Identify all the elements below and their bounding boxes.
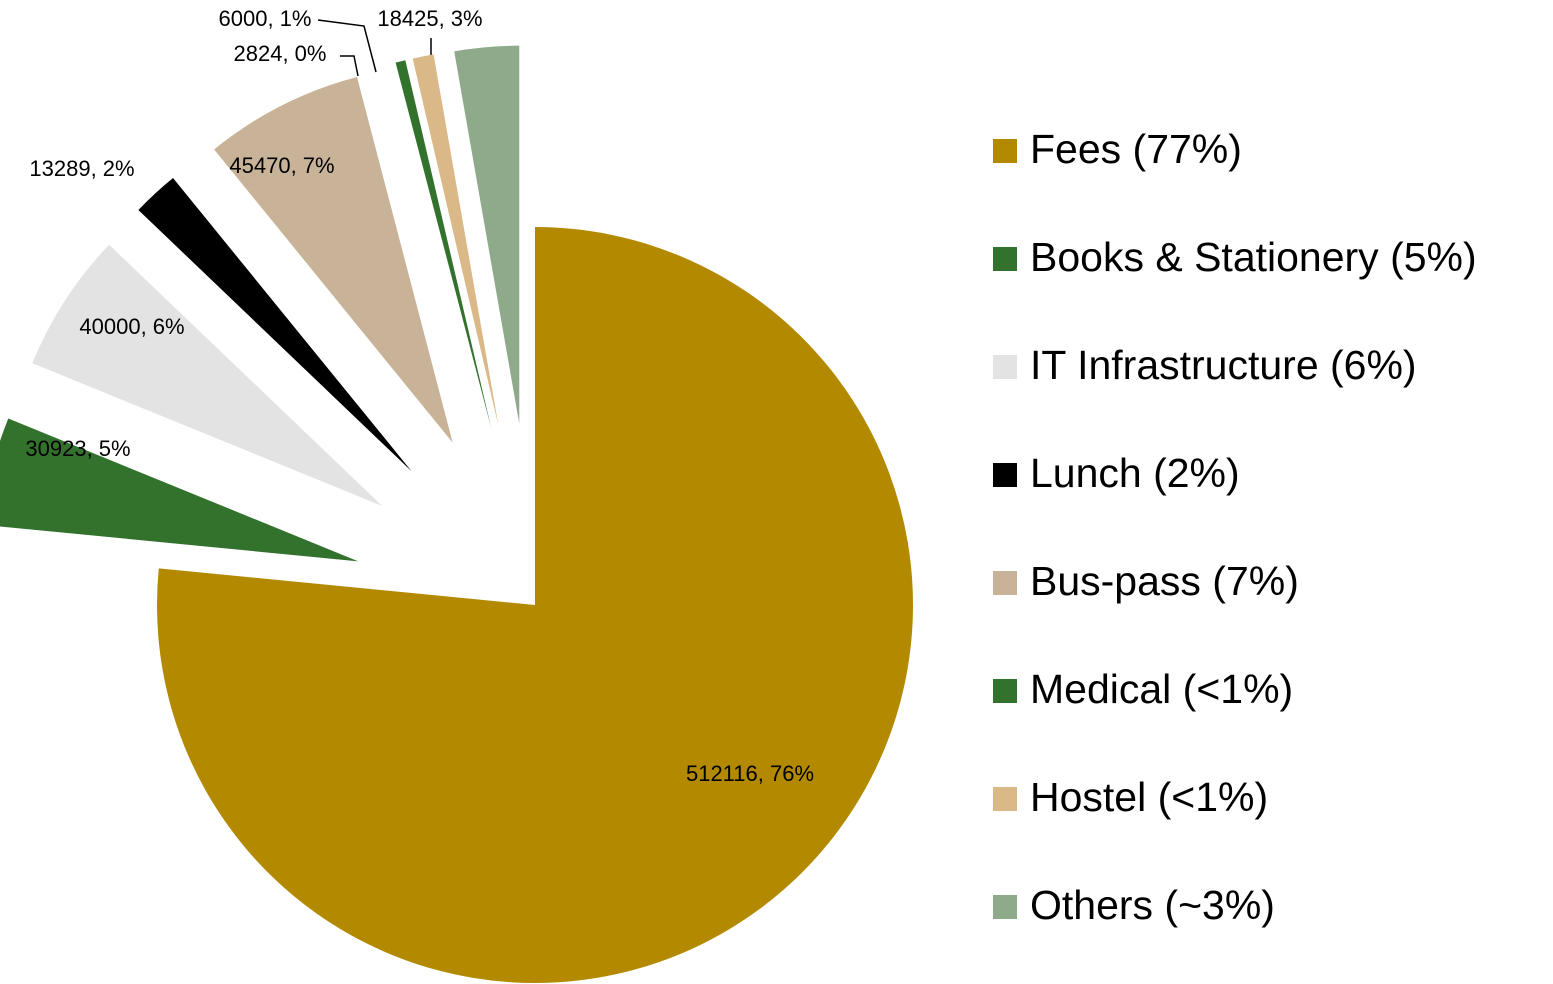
data-label: 30923, 5% [25,436,130,461]
legend-swatch [993,463,1017,487]
legend-swatch [993,247,1017,271]
legend-label: Books & Stationery (5%) [1030,234,1477,280]
legend-swatch [993,139,1017,163]
legend-label: Bus-pass (7%) [1030,558,1299,604]
legend-label: Others (~3%) [1030,882,1275,928]
data-label: 6000, 1% [219,6,312,31]
legend-swatch [993,679,1017,703]
legend-label: Hostel (<1%) [1030,774,1268,820]
leader-line [340,55,359,77]
data-label: 13289, 2% [29,156,134,181]
pie-slice [454,45,520,424]
pie-slice [214,76,453,443]
pie-slice [412,54,499,427]
pie-slice [395,60,492,429]
legend-swatch [993,895,1017,919]
pie-slice [138,178,412,472]
pie-slice [0,418,359,562]
pie-slice [156,227,913,984]
legend-swatch [993,355,1017,379]
data-label: 2824, 0% [234,41,327,66]
legend-label: IT Infrastructure (6%) [1030,342,1417,388]
data-label: 45470, 7% [229,153,334,178]
leader-line [317,19,377,73]
pie-slice [32,244,383,506]
legend-label: Lunch (2%) [1030,450,1240,496]
legend-label: Medical (<1%) [1030,666,1293,712]
legend-label: Fees (77%) [1030,126,1242,172]
data-label: 18425, 3% [377,6,482,31]
data-label: 40000, 6% [79,314,184,339]
legend-swatch [993,787,1017,811]
data-label: 512116, 76% [686,761,814,786]
legend-swatch [993,571,1017,595]
